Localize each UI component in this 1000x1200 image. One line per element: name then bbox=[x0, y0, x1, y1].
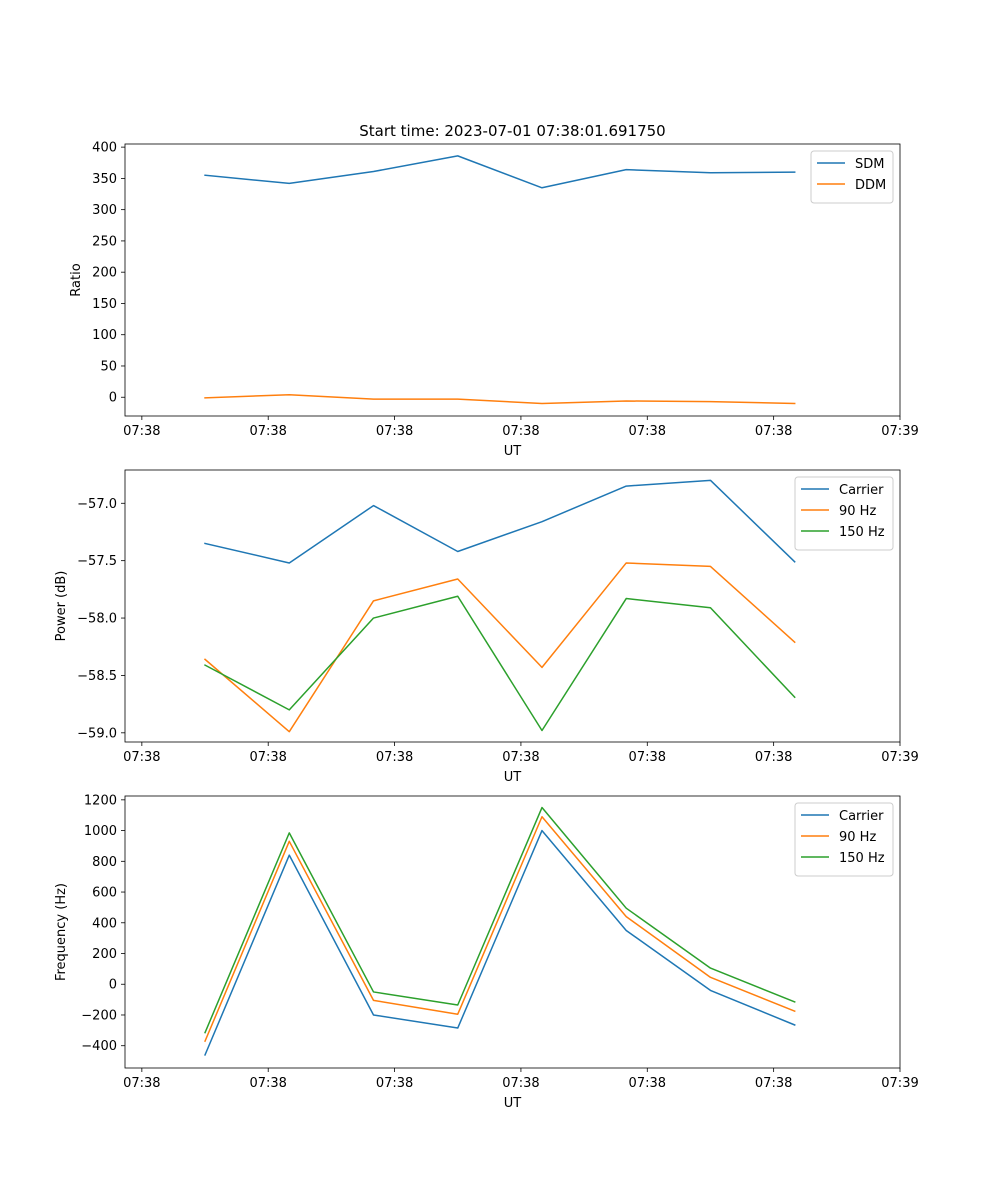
y-axis-label: Ratio bbox=[69, 263, 84, 296]
series-line-carrier bbox=[204, 479, 796, 564]
plot-area bbox=[125, 144, 900, 416]
x-tick-label: 07:38 bbox=[376, 750, 413, 765]
x-tick-label: 07:38 bbox=[629, 424, 666, 439]
series-line-ddm bbox=[204, 393, 796, 405]
legend: SDM DDM bbox=[810, 150, 894, 204]
x-tick-label: 07:38 bbox=[629, 750, 666, 765]
y-tick-label: 1200 bbox=[84, 793, 117, 808]
x-tick-label: 07:38 bbox=[249, 1076, 286, 1091]
y-tick-label: 0 bbox=[109, 391, 117, 406]
y-tick-label: 1000 bbox=[84, 824, 117, 839]
chart-panel: 07:38 07:38 07:38 07:38 07:38 07:38 07:39 −59.0… bbox=[54, 469, 919, 785]
series-line-150-hz bbox=[204, 806, 796, 1034]
y-tick-label: 300 bbox=[92, 203, 117, 218]
y-tick-label: 50 bbox=[100, 359, 117, 374]
plot-area bbox=[125, 796, 900, 1068]
y-tick-label: −57.0 bbox=[77, 497, 117, 512]
y-tick-label: 250 bbox=[92, 234, 117, 249]
figure-title: Start time: 2023-07-01 07:38:01.691750 bbox=[359, 122, 665, 140]
x-tick-label: 07:38 bbox=[502, 750, 539, 765]
legend-label: DDM bbox=[855, 178, 886, 193]
y-tick-label: −400 bbox=[81, 1039, 117, 1054]
y-tick-label: −200 bbox=[81, 1008, 117, 1023]
legend-label: 150 Hz bbox=[839, 525, 885, 540]
x-tick-label: 07:38 bbox=[755, 424, 792, 439]
x-tick-label: 07:38 bbox=[755, 750, 792, 765]
y-tick-label: −58.5 bbox=[77, 669, 117, 684]
x-axis-label: UT bbox=[504, 770, 522, 785]
chart-panel: 07:38 07:38 07:38 07:38 07:38 07:38 07:39 0 50 10… bbox=[69, 141, 919, 459]
x-tick-label: 07:38 bbox=[629, 1076, 666, 1091]
x-tick-label: 07:38 bbox=[249, 750, 286, 765]
y-tick-label: 600 bbox=[92, 886, 117, 901]
legend-box bbox=[810, 150, 894, 204]
legend-label: 90 Hz bbox=[839, 504, 876, 519]
x-tick-label: 07:38 bbox=[123, 1076, 160, 1091]
x-axis-label: UT bbox=[504, 1096, 522, 1111]
panels: 07:38 07:38 07:38 07:38 07:38 07:38 07:39 0 50 10… bbox=[54, 141, 919, 1111]
x-tick-label: 07:38 bbox=[502, 424, 539, 439]
x-axis-label: UT bbox=[504, 444, 522, 459]
y-tick-label: 100 bbox=[92, 328, 117, 343]
y-tick-label: 200 bbox=[92, 266, 117, 281]
legend: Carrier 90 Hz 150 Hz bbox=[794, 476, 894, 551]
series-line-carrier bbox=[204, 829, 796, 1056]
y-tick-label: 400 bbox=[92, 916, 117, 931]
axes-frame bbox=[124, 795, 901, 1069]
x-tick-label: 07:39 bbox=[881, 424, 918, 439]
y-tick-label: −58.0 bbox=[77, 612, 117, 627]
x-tick-label: 07:38 bbox=[123, 750, 160, 765]
axes-frame bbox=[124, 143, 901, 417]
y-tick-label: 400 bbox=[92, 141, 117, 156]
y-tick-label: 0 bbox=[109, 978, 117, 993]
chart-panel: 07:38 07:38 07:38 07:38 07:38 07:38 07:39 −400 −… bbox=[54, 793, 919, 1111]
legend-label: Carrier bbox=[839, 483, 884, 498]
y-axis-label: Power (dB) bbox=[54, 571, 69, 642]
legend-label: SDM bbox=[855, 157, 884, 172]
y-tick-label: 800 bbox=[92, 855, 117, 870]
x-tick-label: 07:38 bbox=[502, 1076, 539, 1091]
y-axis-label: Frequency (Hz) bbox=[54, 883, 69, 981]
series-line-150-hz bbox=[204, 595, 796, 732]
legend-label: 150 Hz bbox=[839, 851, 885, 866]
legend: Carrier 90 Hz 150 Hz bbox=[794, 802, 894, 877]
axes-frame bbox=[124, 469, 901, 743]
y-tick-label: −59.0 bbox=[77, 726, 117, 741]
y-tick-label: 350 bbox=[92, 172, 117, 187]
x-tick-label: 07:38 bbox=[376, 1076, 413, 1091]
y-tick-label: 200 bbox=[92, 947, 117, 962]
legend-label: Carrier bbox=[839, 809, 884, 824]
x-tick-label: 07:38 bbox=[249, 424, 286, 439]
series-line-sdm bbox=[204, 155, 796, 189]
y-tick-label: 150 bbox=[92, 297, 117, 312]
x-tick-label: 07:38 bbox=[376, 424, 413, 439]
series-line-90-hz bbox=[204, 816, 796, 1043]
x-tick-label: 07:38 bbox=[755, 1076, 792, 1091]
plot-area bbox=[125, 470, 900, 742]
x-tick-label: 07:39 bbox=[881, 1076, 918, 1091]
series-line-90-hz bbox=[203, 562, 796, 733]
x-tick-label: 07:38 bbox=[123, 424, 160, 439]
y-tick-label: −57.5 bbox=[77, 554, 117, 569]
x-tick-label: 07:39 bbox=[881, 750, 918, 765]
legend-label: 90 Hz bbox=[839, 830, 876, 845]
